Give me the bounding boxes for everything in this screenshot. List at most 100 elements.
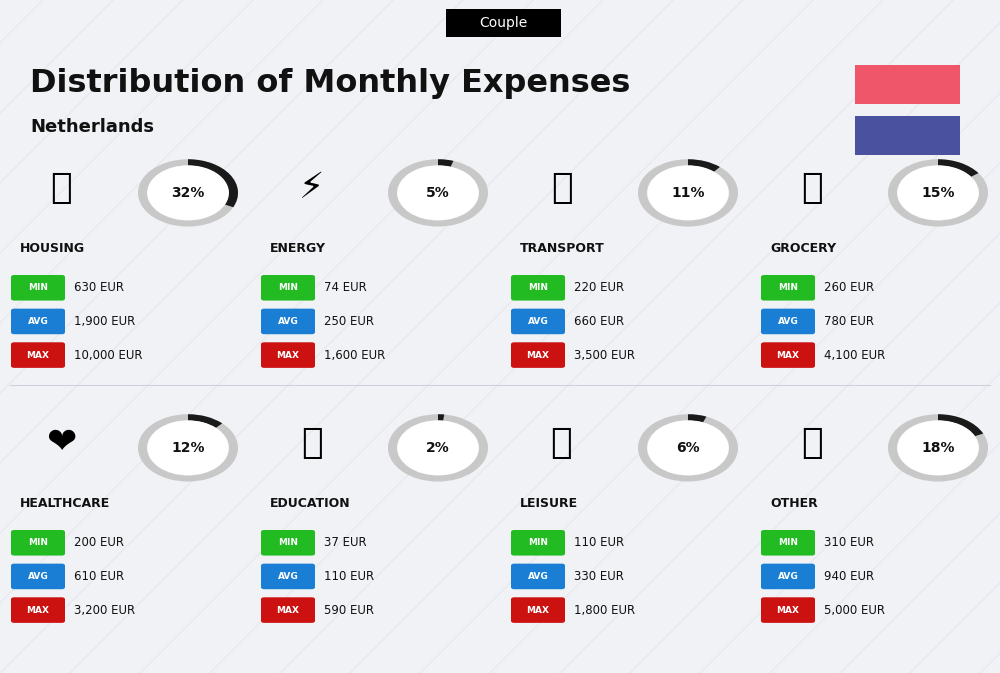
FancyBboxPatch shape — [761, 598, 815, 623]
Text: MAX: MAX — [526, 606, 550, 614]
Text: MAX: MAX — [26, 606, 49, 614]
FancyBboxPatch shape — [511, 343, 565, 368]
Wedge shape — [938, 415, 983, 436]
Text: ENERGY: ENERGY — [270, 242, 326, 255]
Text: 74 EUR: 74 EUR — [324, 281, 367, 294]
Text: 11%: 11% — [671, 186, 705, 200]
Text: 5%: 5% — [426, 186, 450, 200]
Text: AVG: AVG — [528, 572, 548, 581]
Circle shape — [398, 421, 479, 475]
Text: 5,000 EUR: 5,000 EUR — [824, 604, 885, 616]
Text: HOUSING: HOUSING — [20, 242, 85, 255]
Text: AVG: AVG — [278, 572, 298, 581]
Text: TRANSPORT: TRANSPORT — [520, 242, 605, 255]
Text: 940 EUR: 940 EUR — [824, 570, 874, 583]
FancyBboxPatch shape — [761, 275, 815, 301]
Wedge shape — [388, 160, 488, 227]
Wedge shape — [438, 160, 453, 167]
Text: AVG: AVG — [778, 572, 798, 581]
FancyBboxPatch shape — [261, 275, 315, 301]
Wedge shape — [188, 415, 222, 428]
FancyBboxPatch shape — [446, 9, 560, 37]
FancyBboxPatch shape — [261, 309, 315, 334]
Wedge shape — [138, 160, 238, 227]
FancyBboxPatch shape — [511, 598, 565, 623]
Wedge shape — [938, 160, 978, 177]
Wedge shape — [138, 415, 238, 482]
FancyBboxPatch shape — [511, 309, 565, 334]
Text: MIN: MIN — [278, 283, 298, 292]
Text: MIN: MIN — [28, 538, 48, 547]
FancyBboxPatch shape — [11, 343, 65, 368]
Text: 1,800 EUR: 1,800 EUR — [574, 604, 635, 616]
Circle shape — [898, 421, 978, 475]
Text: 630 EUR: 630 EUR — [74, 281, 124, 294]
Text: 780 EUR: 780 EUR — [824, 315, 874, 328]
Text: 110 EUR: 110 EUR — [574, 536, 624, 549]
Circle shape — [648, 421, 728, 475]
FancyBboxPatch shape — [11, 564, 65, 590]
Text: LEISURE: LEISURE — [520, 497, 578, 510]
Text: EDUCATION: EDUCATION — [270, 497, 351, 510]
Text: MAX: MAX — [776, 606, 800, 614]
Wedge shape — [638, 415, 738, 482]
Text: MAX: MAX — [526, 351, 550, 359]
FancyBboxPatch shape — [511, 564, 565, 590]
Text: 10,000 EUR: 10,000 EUR — [74, 349, 143, 361]
Text: MAX: MAX — [776, 351, 800, 359]
Text: Couple: Couple — [479, 16, 527, 30]
Wedge shape — [888, 160, 988, 227]
Text: MAX: MAX — [26, 351, 49, 359]
Text: 37 EUR: 37 EUR — [324, 536, 367, 549]
Circle shape — [148, 421, 228, 475]
FancyBboxPatch shape — [261, 598, 315, 623]
Text: 250 EUR: 250 EUR — [324, 315, 374, 328]
Text: 12%: 12% — [171, 441, 205, 455]
Text: MIN: MIN — [778, 538, 798, 547]
Text: 310 EUR: 310 EUR — [824, 536, 874, 549]
Text: MIN: MIN — [528, 538, 548, 547]
Text: 🎓: 🎓 — [301, 426, 323, 460]
Text: GROCERY: GROCERY — [770, 242, 836, 255]
Wedge shape — [888, 415, 988, 482]
Text: MAX: MAX — [276, 351, 300, 359]
Text: 4,100 EUR: 4,100 EUR — [824, 349, 885, 361]
Text: Netherlands: Netherlands — [30, 118, 154, 135]
Text: AVG: AVG — [778, 317, 798, 326]
FancyBboxPatch shape — [511, 530, 565, 556]
Text: 260 EUR: 260 EUR — [824, 281, 874, 294]
Text: 200 EUR: 200 EUR — [74, 536, 124, 549]
FancyBboxPatch shape — [261, 530, 315, 556]
Text: 18%: 18% — [921, 441, 955, 455]
Text: 1,600 EUR: 1,600 EUR — [324, 349, 385, 361]
FancyBboxPatch shape — [855, 65, 960, 104]
Circle shape — [898, 166, 978, 220]
FancyBboxPatch shape — [761, 343, 815, 368]
Text: ❤️: ❤️ — [47, 426, 77, 460]
Text: 110 EUR: 110 EUR — [324, 570, 374, 583]
Text: 🏗️: 🏗️ — [51, 171, 73, 205]
Wedge shape — [688, 415, 706, 422]
FancyBboxPatch shape — [855, 116, 960, 155]
FancyBboxPatch shape — [261, 343, 315, 368]
Text: OTHER: OTHER — [770, 497, 818, 510]
Text: Distribution of Monthly Expenses: Distribution of Monthly Expenses — [30, 68, 630, 99]
FancyBboxPatch shape — [11, 275, 65, 301]
Text: 🚌: 🚌 — [551, 171, 573, 205]
Text: AVG: AVG — [28, 317, 48, 326]
Text: ⚡: ⚡ — [299, 171, 325, 205]
FancyBboxPatch shape — [761, 530, 815, 556]
Text: 220 EUR: 220 EUR — [574, 281, 624, 294]
Text: 330 EUR: 330 EUR — [574, 570, 624, 583]
Text: 🛍️: 🛍️ — [551, 426, 573, 460]
Circle shape — [648, 166, 728, 220]
Wedge shape — [688, 160, 720, 172]
FancyBboxPatch shape — [11, 530, 65, 556]
Wedge shape — [388, 415, 488, 482]
Text: 32%: 32% — [171, 186, 205, 200]
FancyBboxPatch shape — [261, 564, 315, 590]
Text: AVG: AVG — [528, 317, 548, 326]
Text: 2%: 2% — [426, 441, 450, 455]
Text: 3,200 EUR: 3,200 EUR — [74, 604, 135, 616]
Text: AVG: AVG — [278, 317, 298, 326]
